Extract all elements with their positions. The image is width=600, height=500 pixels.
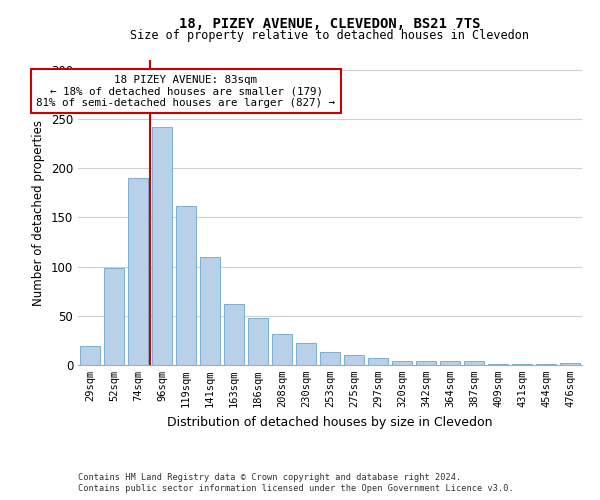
Bar (560, 363, 580, 365)
Bar (152, 127, 172, 365)
Bar (320, 352, 340, 365)
X-axis label: Distribution of detached houses by size in Clevedon: Distribution of detached houses by size … (167, 416, 493, 428)
Bar (488, 364, 508, 365)
Bar (248, 318, 268, 365)
Bar (80, 346, 100, 365)
Bar (296, 344, 316, 365)
Bar (224, 304, 244, 365)
Y-axis label: Number of detached properties: Number of detached properties (32, 120, 46, 306)
Bar (512, 364, 532, 365)
Text: Contains HM Land Registry data © Crown copyright and database right 2024.: Contains HM Land Registry data © Crown c… (78, 472, 461, 482)
Text: 18, PIZEY AVENUE, CLEVEDON, BS21 7TS: 18, PIZEY AVENUE, CLEVEDON, BS21 7TS (179, 18, 481, 32)
Bar (344, 355, 364, 365)
Bar (440, 361, 460, 365)
Text: Contains public sector information licensed under the Open Government Licence v3: Contains public sector information licen… (78, 484, 514, 493)
Bar (416, 361, 436, 365)
Bar (176, 206, 196, 365)
Bar (536, 364, 556, 365)
Text: Size of property relative to detached houses in Clevedon: Size of property relative to detached ho… (131, 29, 530, 42)
Bar (368, 358, 388, 365)
Text: 18 PIZEY AVENUE: 83sqm
← 18% of detached houses are smaller (179)
81% of semi-de: 18 PIZEY AVENUE: 83sqm ← 18% of detached… (37, 75, 335, 108)
Bar (464, 361, 484, 365)
Bar (200, 257, 220, 365)
Bar (392, 361, 412, 365)
Bar (272, 334, 292, 365)
Bar (128, 178, 148, 365)
Bar (104, 268, 124, 365)
